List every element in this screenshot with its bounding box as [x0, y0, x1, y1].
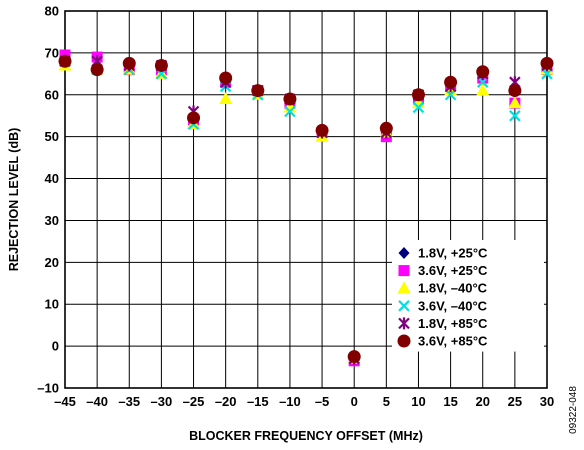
x-tick-label: –15	[247, 394, 269, 409]
data-point-circle	[187, 111, 201, 125]
data-point-x	[412, 101, 425, 114]
legend-marker-star	[398, 317, 410, 330]
x-axis-ticks: –45 –40 –35 –30 –25 –20 –15 –10 –5 0 5 10 15 20 25 30	[54, 394, 554, 409]
x-tick-label: 20	[475, 394, 489, 409]
data-point-triangle	[508, 96, 522, 109]
data-point-x	[476, 76, 489, 88]
legend-label: 3.6V, +25°C	[418, 263, 488, 278]
data-point-x	[284, 105, 296, 118]
legend-marker-triangle	[397, 281, 411, 294]
y-tick-label: 50	[45, 129, 59, 144]
y-tick-label: 60	[45, 87, 59, 102]
x-tick-label: 30	[540, 394, 554, 409]
x-tick-label: 0	[351, 394, 358, 409]
legend-label: 3.6V, –40°C	[418, 298, 488, 313]
data-points	[58, 49, 554, 367]
legend-marker-square	[398, 265, 410, 277]
x-tick-label: –35	[118, 394, 140, 409]
y-tick-label: 30	[45, 213, 59, 228]
y-axis-title: REJECTION LEVEL (dB)	[7, 128, 21, 272]
y-tick-label: 20	[45, 255, 59, 270]
data-point-circle	[540, 56, 554, 70]
legend-marker-diamond	[398, 247, 410, 259]
data-point-triangle	[219, 91, 233, 104]
legend-label: 3.6V, +85°C	[418, 334, 488, 349]
data-point-x	[444, 88, 457, 101]
data-point-x	[509, 109, 521, 122]
x-tick-label: 5	[383, 394, 390, 409]
data-point-x	[541, 68, 553, 80]
x-tick-label: –5	[315, 394, 329, 409]
data-point-circle	[315, 123, 329, 137]
data-point-triangle	[476, 83, 490, 96]
data-point-circle	[379, 121, 393, 135]
data-point-circle	[444, 75, 458, 89]
x-tick-label: –30	[151, 394, 173, 409]
y-tick-label: 40	[45, 171, 59, 186]
legend-marker-circle	[397, 334, 411, 348]
y-tick-label: 10	[45, 297, 59, 312]
x-tick-label: –25	[183, 394, 205, 409]
data-point-circle	[154, 58, 168, 72]
y-tick-label: 80	[45, 4, 59, 19]
legend-label: 1.8V, +25°C	[418, 246, 488, 261]
data-point-circle	[219, 71, 233, 85]
data-point-circle	[283, 92, 297, 106]
data-point-circle	[251, 84, 265, 98]
data-point-circle	[411, 88, 425, 102]
data-point-circle	[122, 56, 136, 70]
y-tick-label: 0	[52, 339, 59, 354]
legend-label: 1.8V, +85°C	[418, 316, 488, 331]
y-tick-label: –10	[37, 381, 59, 396]
x-tick-label: 10	[411, 394, 425, 409]
plot-frame	[64, 10, 548, 389]
legend-box	[392, 240, 544, 352]
legend: 1.8V, +25°C 3.6V, +25°C 1.8V, –40°C 3.6V, –…	[392, 240, 544, 352]
data-point-circle	[58, 54, 72, 68]
x-tick-label: –40	[86, 394, 108, 409]
x-tick-label: –45	[54, 394, 76, 409]
data-point-circle	[90, 63, 104, 77]
data-point-circle	[508, 84, 522, 98]
legend-label: 1.8V, –40°C	[418, 281, 488, 296]
x-axis-title: BLOCKER FREQUENCY OFFSET (MHz)	[189, 429, 423, 443]
x-tick-label: –10	[279, 394, 301, 409]
y-tick-label: 70	[45, 45, 59, 60]
legend-marker-x	[398, 300, 410, 312]
y-axis-ticks: –10 0 10 20 30 40 50 60 70 80	[37, 4, 59, 396]
x-tick-label: 15	[443, 394, 457, 409]
data-point-circle	[347, 350, 361, 364]
x-tick-label: 25	[508, 394, 522, 409]
figure-id: 09322-048	[568, 386, 579, 434]
x-tick-label: –20	[215, 394, 237, 409]
data-point-circle	[476, 65, 490, 79]
